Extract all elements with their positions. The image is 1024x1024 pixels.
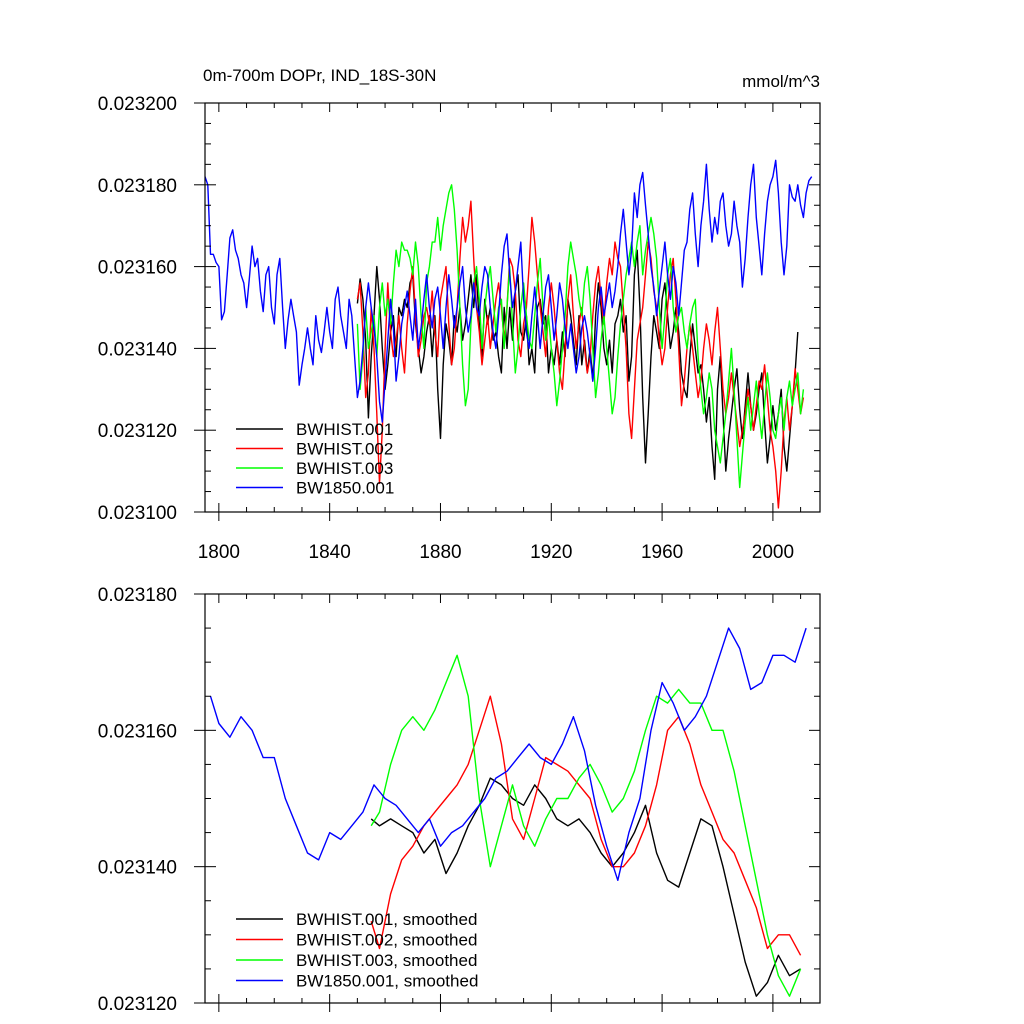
bottom-panel: 0.023120 0.023140 0.023160 0.023180 BWHIST.… xyxy=(98,585,821,1015)
x-tick-label: 2000 xyxy=(752,542,794,563)
x-tick-label: 1960 xyxy=(641,542,683,563)
legend-label: BWHIST.001 xyxy=(296,420,393,439)
series-line-bwhist-003 xyxy=(356,184,805,489)
legend-label: BWHIST.003 xyxy=(296,459,393,478)
legend-label: BWHIST.002 xyxy=(296,440,393,459)
legend-label: BWHIST.001, smoothed xyxy=(296,910,477,929)
x-tick-label: 1880 xyxy=(419,542,461,563)
x-tick-label: 1920 xyxy=(530,542,572,563)
y-tick-label: 0.023180 xyxy=(98,585,177,606)
y-tick-label: 0.023120 xyxy=(98,421,177,442)
legend-label: BW1850.001, smoothed xyxy=(296,972,478,991)
y-tick-label: 0.023200 xyxy=(98,94,177,115)
series-line-bwhist-002 xyxy=(356,200,805,509)
series-line-bw1850-001 xyxy=(209,627,807,881)
series-line-bwhist-003 xyxy=(370,654,802,997)
top-panel-title: 0m-700m DOPr, IND_18S-30N xyxy=(203,66,436,85)
top-panel: 0m-700m DOPr, IND_18S-30N mmol/m^3 1800 1… xyxy=(98,66,821,563)
series-line-bwhist-002 xyxy=(370,695,802,956)
y-tick-label: 0.023140 xyxy=(98,858,177,879)
y-tick-label: 0.023100 xyxy=(98,503,177,524)
series-line-bw1850-001 xyxy=(205,159,813,423)
legend-label: BWHIST.002, smoothed xyxy=(296,931,477,950)
x-tick-label: 1800 xyxy=(198,542,240,563)
y-tick-label: 0.023160 xyxy=(98,721,177,742)
y-tick-label: 0.023120 xyxy=(98,994,177,1015)
units-label: mmol/m^3 xyxy=(742,72,820,91)
series-line-bwhist-001 xyxy=(370,777,801,997)
legend-label: BW1850.001 xyxy=(296,479,394,498)
legend-label: BWHIST.003, smoothed xyxy=(296,951,477,970)
y-tick-label: 0.023140 xyxy=(98,339,177,360)
y-tick-label: 0.023180 xyxy=(98,176,177,197)
y-tick-label: 0.023160 xyxy=(98,258,177,279)
x-tick-label: 1840 xyxy=(309,542,351,563)
